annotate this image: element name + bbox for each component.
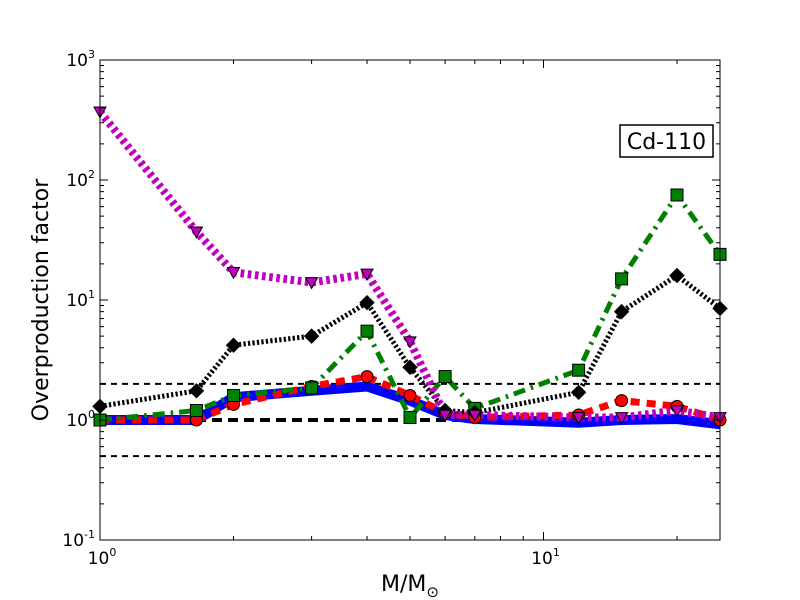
- series-line-2: [100, 192, 720, 423]
- point-s2-3: [305, 381, 319, 395]
- point-s2-6: [438, 370, 452, 384]
- point-s2-9: [615, 272, 629, 286]
- point-s3-1: [188, 383, 205, 399]
- point-s2-4: [360, 324, 374, 338]
- point-s1-5: [403, 389, 417, 403]
- point-s4-5: [403, 336, 417, 349]
- point-s4-4: [360, 268, 374, 281]
- series-line-1: [100, 373, 720, 424]
- point-s3-9: [613, 303, 630, 320]
- y-tick-label: 103: [66, 48, 95, 71]
- point-s2-8: [572, 363, 586, 377]
- annotation-label: Cd-110: [627, 130, 706, 155]
- point-s2-10: [670, 188, 684, 202]
- point-s1-4: [360, 370, 374, 384]
- y-tick-label: 10-1: [62, 528, 95, 551]
- plot-background: [100, 60, 720, 540]
- point-s3-5: [402, 359, 418, 375]
- point-s4-8: [571, 412, 586, 425]
- point-s2-5: [403, 410, 417, 424]
- point-s4-1: [189, 226, 204, 239]
- series-line-3: [100, 273, 720, 416]
- y-tick-label: 102: [66, 168, 95, 191]
- y-tick-label: 100: [66, 408, 95, 431]
- x-tick-label: 100: [88, 546, 117, 569]
- y-axis-label: Overproduction factor: [29, 178, 54, 421]
- point-s4-3: [304, 277, 319, 290]
- point-s3-10: [669, 267, 685, 284]
- annotation-frame: [619, 124, 714, 158]
- point-s1-9: [615, 394, 629, 408]
- point-s2-1: [189, 403, 203, 417]
- point-s2-2: [227, 389, 241, 403]
- series-markers: [92, 106, 728, 427]
- point-s3-2: [225, 337, 242, 353]
- point-s3-3: [303, 328, 320, 344]
- x-axis-label-sub: ⊙: [426, 583, 439, 600]
- point-s3-4: [359, 294, 375, 311]
- point-s4-7: [467, 409, 482, 423]
- axis-ticks: [99, 59, 720, 541]
- point-s3-8: [570, 384, 587, 401]
- annotation-box: Cd-110: [619, 124, 714, 158]
- point-s4-6: [438, 409, 452, 423]
- x-tick-label: 101: [531, 546, 560, 569]
- x-axis-label: M/M⊙: [381, 572, 439, 600]
- point-s4-10: [670, 405, 684, 418]
- x-axis-label-main: M/M: [381, 572, 426, 597]
- point-s4-2: [226, 267, 241, 280]
- y-tick-label: 101: [66, 288, 95, 311]
- point-s4-9: [614, 412, 629, 425]
